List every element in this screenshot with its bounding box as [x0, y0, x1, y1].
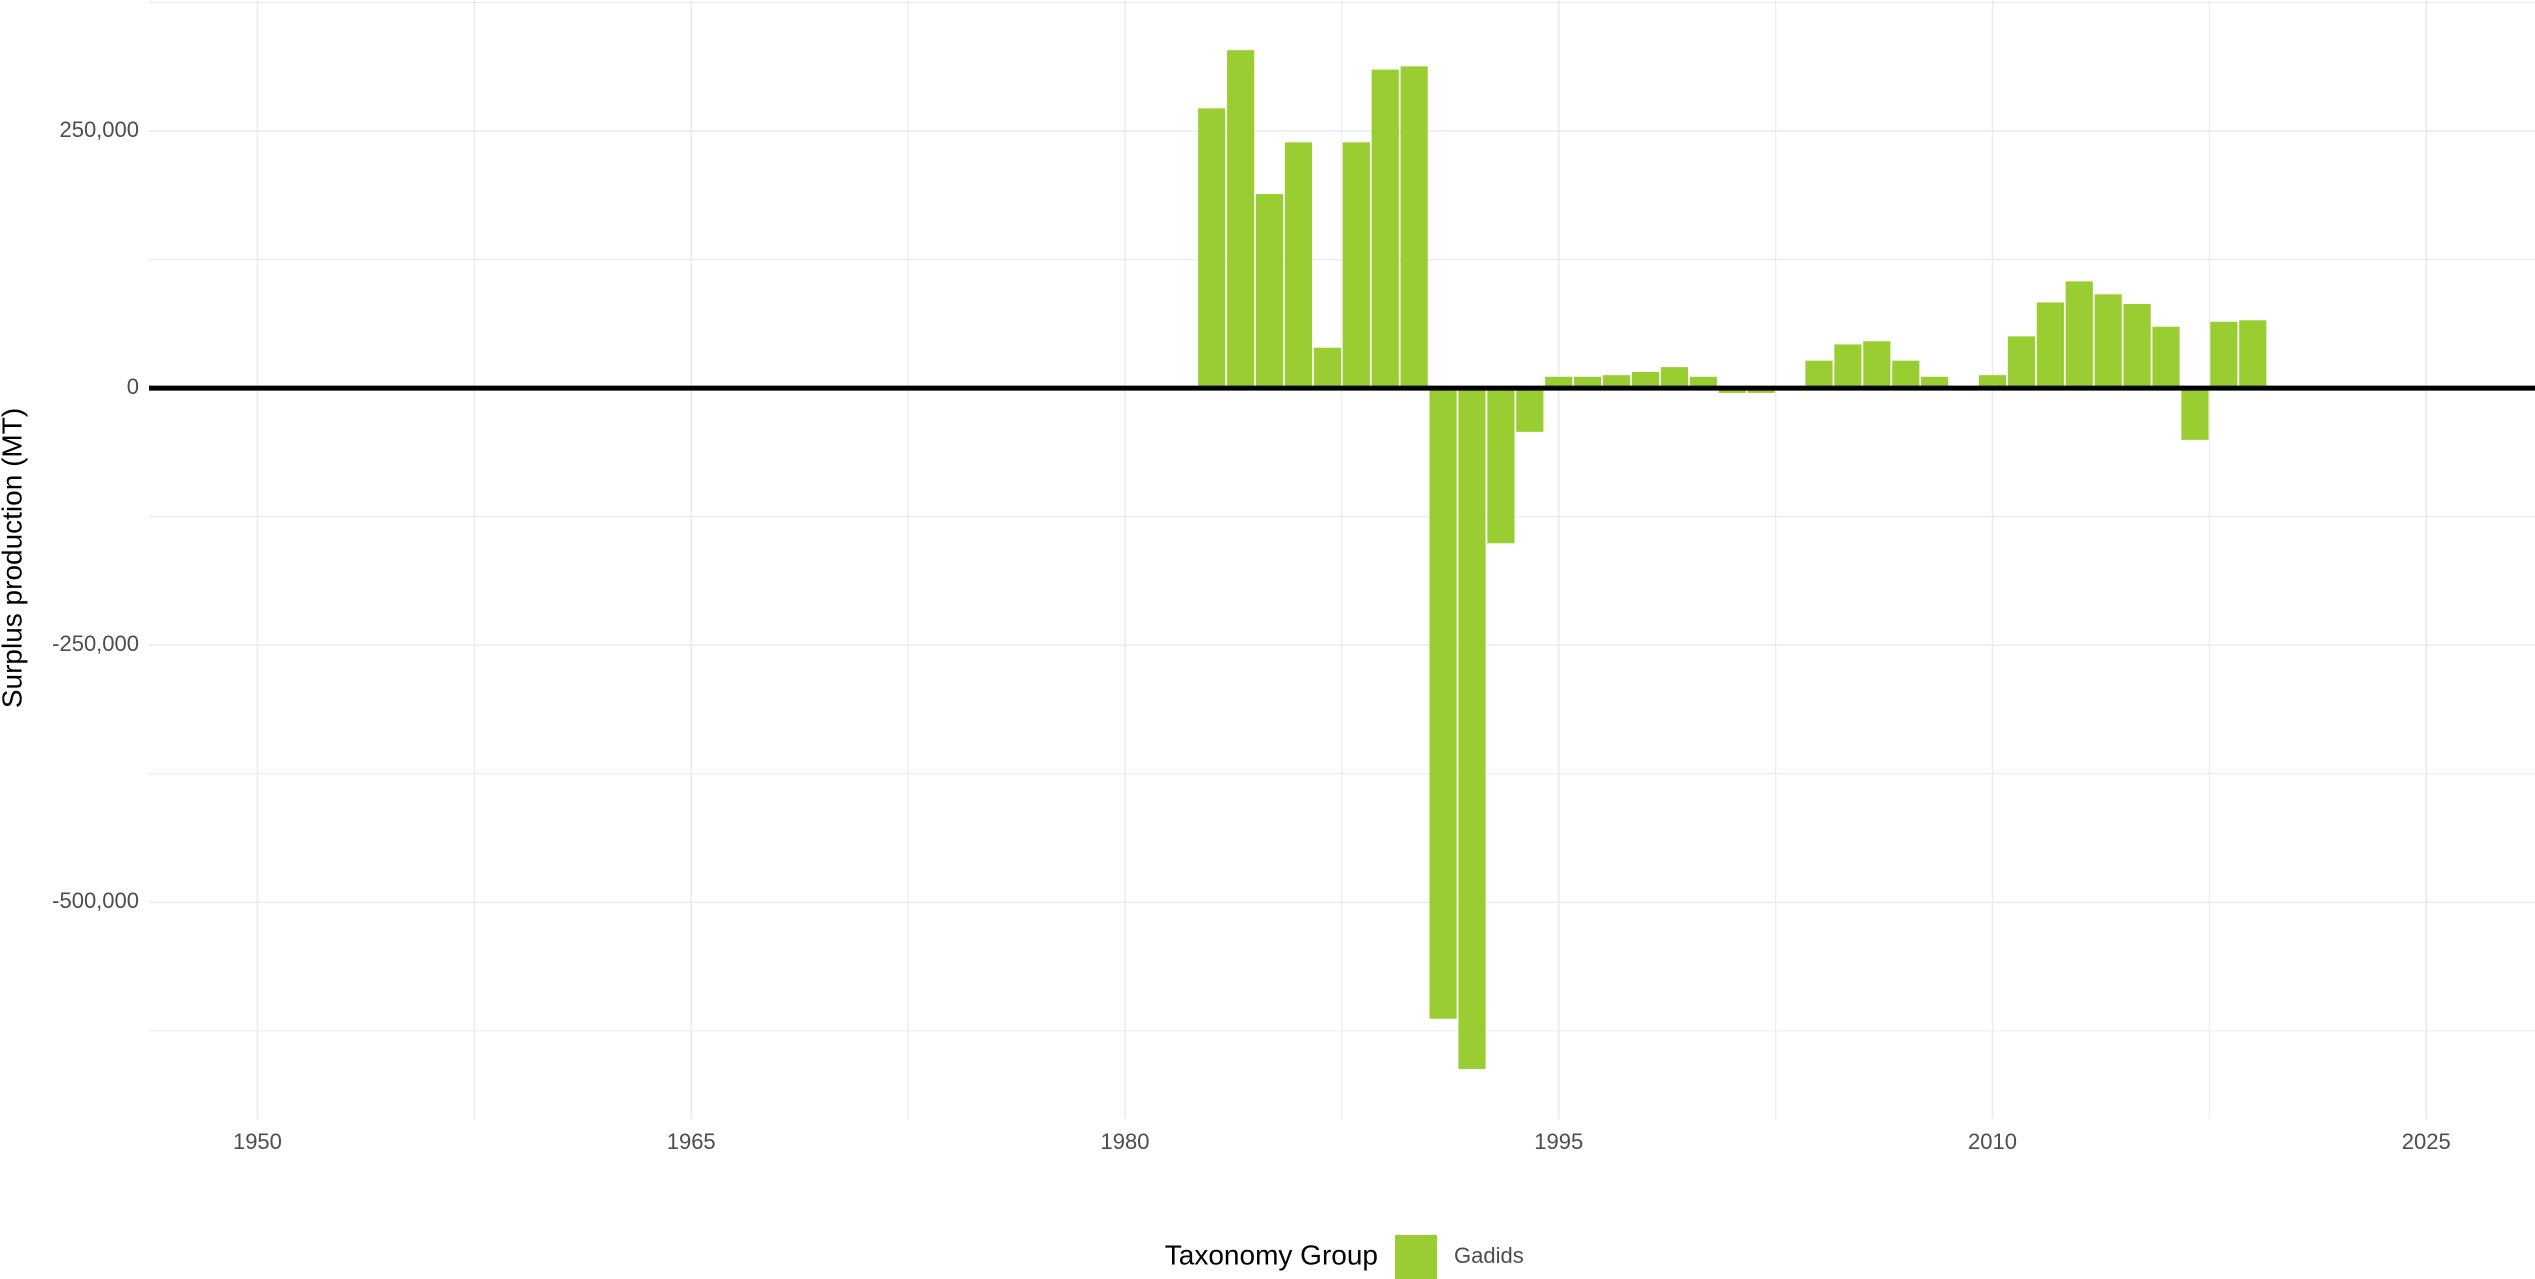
bar	[2123, 303, 2151, 389]
y-tick-label: -250,000	[52, 631, 139, 656]
x-tick-label: 1995	[1534, 1129, 1583, 1154]
bar	[1255, 194, 1284, 389]
bar	[1371, 69, 1399, 389]
legend-label: Gadids	[1454, 1243, 1524, 1268]
x-tick-label: 2010	[1968, 1129, 2017, 1154]
y-tick-label: 250,000	[59, 117, 139, 142]
bar	[1487, 388, 1515, 544]
bar	[2036, 302, 2064, 389]
bar	[2152, 326, 2180, 389]
bar	[2239, 320, 2267, 389]
bar	[1631, 371, 1660, 389]
x-tick-label: 1965	[667, 1129, 716, 1154]
bar	[1834, 344, 1862, 389]
bar	[1227, 50, 1255, 389]
bar	[2094, 294, 2122, 389]
bar	[1198, 108, 1226, 389]
x-tick-label: 1950	[233, 1129, 282, 1154]
bar	[1545, 376, 1573, 389]
bar	[1921, 376, 1949, 389]
bar	[2065, 281, 2093, 389]
bar	[1342, 142, 1370, 389]
legend-title: Taxonomy Group	[1165, 1239, 1378, 1270]
bar	[1660, 367, 1689, 389]
x-tick-label: 2025	[2402, 1129, 2451, 1154]
bar	[1313, 347, 1341, 389]
bar	[1602, 375, 1631, 389]
y-tick-label: -500,000	[52, 888, 139, 913]
bar	[1978, 375, 2007, 389]
bar	[1284, 142, 1313, 389]
bar	[1574, 376, 1602, 389]
bar	[2007, 336, 2036, 389]
bar	[1863, 341, 1891, 389]
bar	[1516, 388, 1544, 432]
bar	[1400, 66, 1428, 389]
legend-swatch	[1395, 1235, 1437, 1279]
bar	[2181, 388, 2209, 440]
bar	[1689, 376, 1717, 389]
x-tick-label: 1980	[1100, 1129, 1149, 1154]
bar	[1429, 388, 1457, 1019]
bar	[1805, 360, 1833, 389]
bar	[1892, 360, 1920, 389]
y-axis-label: Surplus production (MT)	[0, 408, 27, 708]
y-tick-label: 0	[127, 374, 139, 399]
bar	[1458, 388, 1486, 1069]
bar	[2210, 321, 2238, 389]
